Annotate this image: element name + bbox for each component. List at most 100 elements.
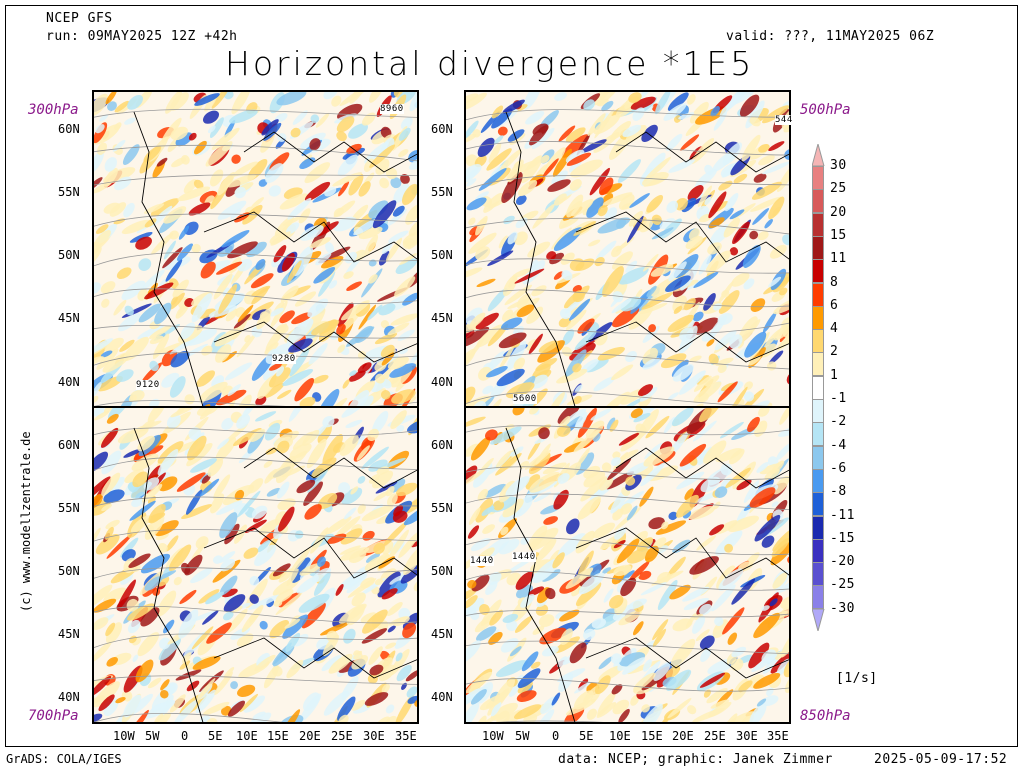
colorbar-label: 11 xyxy=(830,251,847,267)
colorbar-label: -6 xyxy=(830,460,847,476)
colorbar-swatch xyxy=(812,562,824,587)
colorbar-swatch xyxy=(812,445,824,470)
colorbar-swatch xyxy=(812,515,824,540)
level-label-300: 300hPa xyxy=(28,102,79,118)
colorbar-swatch xyxy=(812,212,824,237)
level-label-500: 500hPa xyxy=(800,102,851,118)
lat-tick: 55N xyxy=(431,501,453,515)
lon-tick: 35E xyxy=(395,729,417,743)
colorbar-label: -4 xyxy=(830,437,847,453)
colorbar-swatch xyxy=(812,422,824,447)
contour-label: 9120 xyxy=(136,380,160,390)
lat-tick: 55N xyxy=(58,185,80,199)
colorbar-swatch xyxy=(812,305,824,330)
lon-tick: 15E xyxy=(267,729,289,743)
lat-tick: 60N xyxy=(431,438,453,452)
lon-tick: 5E xyxy=(579,729,594,743)
lon-tick: 30E xyxy=(363,729,385,743)
lat-tick: 45N xyxy=(431,311,453,325)
colorbar-swatch xyxy=(812,399,824,423)
lat-tick: 60N xyxy=(431,122,453,136)
run-label: run: 09MAY2025 12Z +42h xyxy=(46,29,238,44)
figure-frame xyxy=(5,5,1018,747)
lon-tick: 10W xyxy=(482,729,504,743)
lon-tick: 15E xyxy=(641,729,663,743)
lon-tick: 10E xyxy=(236,729,258,743)
lon-tick: 5W xyxy=(515,729,530,743)
map-panel-700hpa xyxy=(92,406,419,724)
colorbar-swatch xyxy=(812,259,824,284)
contour-label: 1440 xyxy=(470,556,494,566)
lat-tick: 50N xyxy=(58,248,80,262)
contour-label: 544 xyxy=(775,115,793,125)
colorbar-label: 15 xyxy=(830,227,847,243)
colorbar-label: 4 xyxy=(830,321,839,337)
footer-credit: data: NCEP; graphic: Janek Zimmer xyxy=(558,752,833,767)
colorbar-label: 20 xyxy=(830,204,847,220)
lon-tick: 20E xyxy=(299,729,321,743)
colorbar-unit: [1/s] xyxy=(836,671,878,686)
colorbar-label: -30 xyxy=(830,600,855,616)
colorbar-label: 2 xyxy=(830,344,839,360)
lon-tick: 5W xyxy=(145,729,160,743)
lon-tick: 5E xyxy=(208,729,223,743)
lon-tick: 25E xyxy=(704,729,726,743)
colorbar-swatch xyxy=(812,468,824,493)
colorbar-label: -1 xyxy=(830,391,847,406)
contour-label: 5600 xyxy=(513,394,537,404)
map-panel-850hpa xyxy=(464,406,791,724)
lon-tick: 0 xyxy=(552,729,560,743)
colorbar-label: -2 xyxy=(830,414,847,430)
map-panel-500hpa xyxy=(464,90,791,408)
lon-tick: 0 xyxy=(181,729,189,743)
lat-tick: 50N xyxy=(431,248,453,262)
contour-label: 1440 xyxy=(512,552,536,562)
colorbar-swatch xyxy=(812,235,824,260)
colorbar-upper-triangle xyxy=(812,144,825,166)
model-label: NCEP GFS xyxy=(46,11,113,26)
credit-text: (c) www.modellzentrale.de xyxy=(19,431,33,612)
level-label-850: 850hPa xyxy=(800,708,851,724)
colorbar-label: 25 xyxy=(830,181,847,197)
footer-timestamp: 2025-05-09-17:52 xyxy=(874,752,1008,767)
lat-tick: 50N xyxy=(431,564,453,578)
colorbar-swatch xyxy=(812,352,824,377)
colorbar-label: 8 xyxy=(830,274,839,290)
colorbar-swatch xyxy=(812,166,824,190)
colorbar-lower-triangle xyxy=(812,608,825,631)
level-label-700: 700hPa xyxy=(28,708,79,724)
lat-tick: 40N xyxy=(431,690,453,704)
colorbar-label: 6 xyxy=(830,297,839,313)
lat-tick: 40N xyxy=(58,690,80,704)
colorbar-swatch xyxy=(812,375,824,400)
colorbar-swatch xyxy=(812,492,824,517)
lon-tick: 10E xyxy=(609,729,631,743)
lat-tick: 55N xyxy=(431,185,453,199)
lat-tick: 50N xyxy=(58,564,80,578)
lon-tick: 20E xyxy=(672,729,694,743)
lat-tick: 45N xyxy=(58,627,80,641)
lat-tick: 45N xyxy=(431,627,453,641)
lon-tick: 30E xyxy=(736,729,758,743)
contour-label: 8960 xyxy=(380,104,404,114)
lon-tick: 25E xyxy=(331,729,353,743)
contour-label: 9280 xyxy=(272,354,296,364)
lat-tick: 55N xyxy=(58,501,80,515)
map-panel-300hpa xyxy=(92,90,419,408)
lat-tick: 40N xyxy=(58,375,80,389)
colorbar-label: 1 xyxy=(830,367,839,383)
colorbar-swatch xyxy=(812,189,824,214)
colorbar-swatch xyxy=(812,282,824,307)
colorbar-label: 30 xyxy=(830,158,847,173)
colorbar-label: -25 xyxy=(830,577,855,593)
lon-tick: 35E xyxy=(767,729,789,743)
lat-tick: 60N xyxy=(58,438,80,452)
colorbar-swatch xyxy=(812,585,824,610)
lat-tick: 45N xyxy=(58,311,80,325)
colorbar-swatch xyxy=(812,538,824,563)
colorbar-label: -20 xyxy=(830,554,855,570)
footer-grads: GrADS: COLA/IGES xyxy=(6,752,122,766)
lat-tick: 60N xyxy=(58,122,80,136)
lon-tick: 10W xyxy=(113,729,135,743)
page-title: Horizontal divergence *1E5 xyxy=(225,44,755,83)
